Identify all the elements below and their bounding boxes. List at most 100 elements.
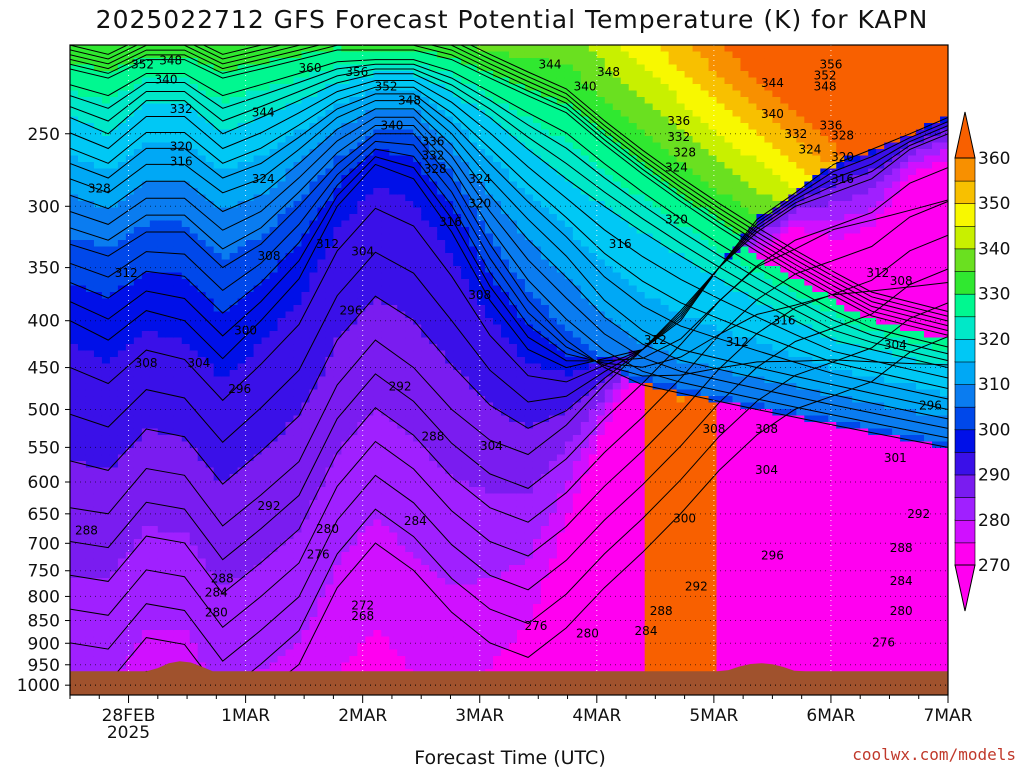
theta-cell <box>117 246 127 254</box>
theta-cell <box>245 175 255 183</box>
theta-cell <box>285 357 295 365</box>
theta-cell <box>333 389 342 397</box>
theta-cell <box>453 181 462 189</box>
theta-cell <box>77 201 87 209</box>
theta-cell <box>429 188 438 196</box>
theta-cell <box>70 571 79 579</box>
theta-cell <box>421 630 430 638</box>
theta-cell <box>309 220 319 228</box>
theta-cell <box>165 246 175 254</box>
theta-cell <box>205 285 215 293</box>
theta-cell <box>85 155 95 163</box>
theta-cell <box>205 448 215 456</box>
theta-cell <box>141 58 151 66</box>
theta-cell <box>229 649 239 657</box>
theta-cell <box>405 123 414 131</box>
theta-cell <box>125 305 135 313</box>
theta-cell <box>453 578 462 586</box>
theta-cell <box>357 610 366 618</box>
theta-cell <box>253 305 263 313</box>
theta-cell <box>333 123 342 131</box>
theta-cell <box>349 142 358 150</box>
theta-cell <box>165 344 175 352</box>
theta-cell <box>157 233 167 241</box>
theta-cell <box>277 409 287 417</box>
theta-cell <box>149 324 159 332</box>
theta-cell <box>85 461 95 469</box>
theta-cell <box>109 71 119 79</box>
theta-cell <box>125 506 135 514</box>
theta-cell <box>381 311 390 319</box>
theta-cell <box>125 610 135 618</box>
theta-cell <box>437 610 446 618</box>
theta-cell <box>397 58 406 66</box>
theta-cell <box>285 441 295 449</box>
theta-cell <box>333 526 342 534</box>
theta-cell <box>133 285 143 293</box>
theta-cell <box>389 636 398 644</box>
theta-cell <box>461 285 470 293</box>
theta-cell <box>229 103 239 111</box>
theta-cell <box>373 181 382 189</box>
theta-cell <box>381 240 390 248</box>
theta-cell <box>421 643 430 651</box>
theta-cell <box>157 220 167 228</box>
theta-cell <box>309 324 319 332</box>
theta-cell <box>365 435 374 443</box>
theta-cell <box>389 220 398 228</box>
theta-cell <box>389 532 398 540</box>
theta-cell <box>173 649 183 657</box>
theta-cell <box>253 552 263 560</box>
theta-cell <box>445 357 454 365</box>
theta-cell <box>397 259 406 267</box>
theta-cell <box>421 519 430 527</box>
theta-cell <box>117 201 127 209</box>
theta-cell <box>125 630 135 638</box>
theta-cell <box>341 207 350 215</box>
theta-cell <box>189 337 199 345</box>
theta-cell <box>189 227 199 235</box>
theta-cell <box>429 45 438 53</box>
theta-cell <box>165 591 175 599</box>
theta-cell <box>189 526 199 534</box>
theta-cell <box>461 532 470 540</box>
theta-cell <box>421 298 430 306</box>
theta-cell <box>381 337 390 345</box>
theta-cell <box>141 110 151 118</box>
theta-cell <box>237 487 247 495</box>
theta-cell <box>93 266 103 274</box>
theta-cell <box>453 539 462 547</box>
theta-cell <box>261 337 271 345</box>
theta-cell <box>205 123 215 131</box>
theta-cell <box>189 383 199 391</box>
theta-cell <box>149 565 159 573</box>
theta-cell <box>157 363 167 371</box>
theta-cell <box>85 259 95 267</box>
theta-cell <box>285 610 295 618</box>
theta-cell <box>413 519 422 527</box>
theta-cell <box>357 318 366 326</box>
theta-cell <box>221 266 231 274</box>
theta-cell <box>141 474 151 482</box>
theta-cell <box>237 662 247 670</box>
theta-cell <box>165 480 175 488</box>
theta-cell <box>157 103 167 111</box>
theta-cell <box>253 519 263 527</box>
theta-cell <box>125 448 135 456</box>
theta-cell <box>117 136 127 144</box>
theta-cell <box>405 584 414 592</box>
theta-cell <box>133 155 143 163</box>
theta-cell <box>309 272 319 280</box>
theta-cell <box>85 656 95 664</box>
theta-cell <box>245 474 255 482</box>
theta-cell <box>333 545 342 553</box>
theta-cell <box>365 51 374 59</box>
theta-cell <box>70 350 79 358</box>
theta-cell <box>93 409 103 417</box>
theta-cell <box>389 324 398 332</box>
theta-cell <box>213 253 223 261</box>
theta-cell <box>437 539 446 547</box>
theta-cell <box>189 500 199 508</box>
theta-cell <box>421 571 430 579</box>
theta-cell <box>213 233 223 241</box>
